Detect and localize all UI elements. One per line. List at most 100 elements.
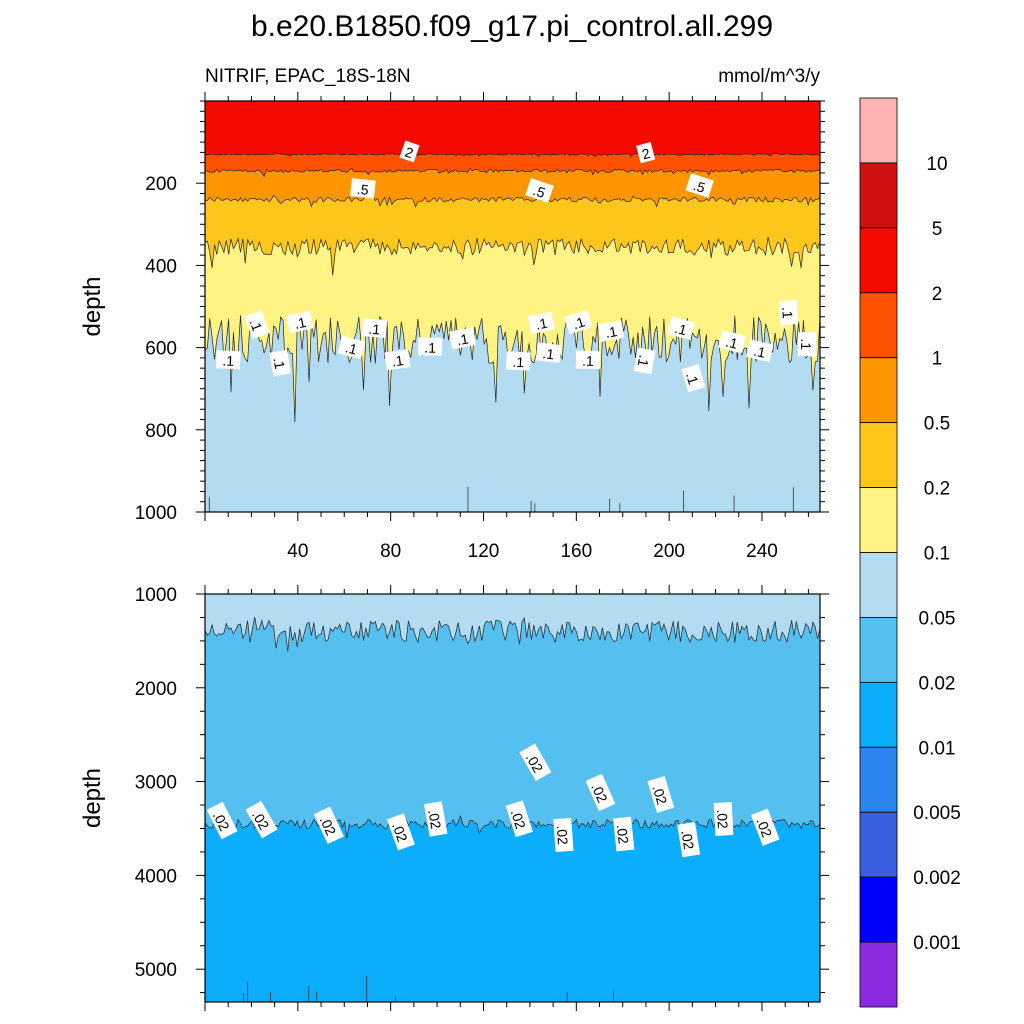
contour-label-text: .02 (753, 816, 775, 840)
contour-label-box (685, 173, 714, 198)
contour-label-box (713, 802, 734, 836)
contour-line (205, 153, 820, 158)
y-tick-label: 2000 (135, 679, 177, 700)
contour-label-text: .5 (356, 181, 369, 198)
contour-label: .02 (424, 801, 448, 837)
x-tick-label: 240 (746, 541, 778, 562)
contour-band-0.01-0.02 (205, 816, 820, 1002)
contour-label-box (505, 800, 533, 838)
colorbar-label: 0.1 (924, 544, 950, 565)
contour-label-text: .1 (368, 321, 381, 338)
contour-line (205, 315, 820, 423)
colorbar-label: 0.01 (919, 738, 956, 759)
contour-label: .02 (553, 817, 574, 853)
contour-label-box (681, 364, 706, 393)
contour-label: .1 (575, 350, 601, 369)
contour-label: .1 (215, 350, 241, 370)
contour-label-box (613, 816, 635, 852)
contour-fill (205, 101, 820, 512)
contour-band-0.05-0.1 (205, 315, 820, 512)
contour-label: 2 (399, 140, 420, 163)
contour-fill (205, 594, 820, 1002)
contour-label-text: .1 (247, 317, 266, 334)
colorbar-label: 1 (932, 349, 943, 370)
contour-label-text: .02 (678, 829, 697, 851)
contour-label-text: .1 (455, 330, 469, 348)
contour-label-text: .5 (691, 177, 707, 196)
y-tick-label: 200 (145, 174, 177, 195)
contour-label-text: .1 (798, 338, 814, 350)
colorbar-label: 0.2 (924, 479, 950, 500)
contour-label-text: .1 (635, 354, 653, 368)
contour-label-box (633, 347, 656, 375)
upper-depth-panel: 40 80 120 160 200 240 200 400 600 800 1000 depth 2 2.… (79, 92, 829, 562)
contour-label-box (206, 801, 238, 840)
y-tick-label: 1000 (135, 585, 177, 606)
contour-label-text: .02 (649, 783, 670, 806)
colorbar-label: 0.02 (919, 673, 956, 694)
contour-label-box (677, 821, 701, 858)
x-tick-label: 160 (560, 541, 592, 562)
contour-label: .1 (778, 299, 799, 326)
contour-label-text: .1 (752, 343, 767, 361)
y-axis-label: depth (79, 276, 106, 336)
contour-label: .1 (417, 337, 443, 356)
contour-label-box (535, 342, 562, 364)
y-tick-label: 400 (145, 256, 177, 277)
colorbar-swatch (859, 681, 898, 748)
y-tick-label: 3000 (135, 773, 177, 794)
colorbar-swatch (859, 97, 898, 164)
contour-label-box (778, 299, 799, 326)
contour-label-text: 2 (640, 145, 652, 163)
colorbar-swatch (859, 422, 898, 488)
contour-label-text: .02 (614, 824, 632, 845)
contour-label-box (424, 801, 448, 837)
colorbar-label: 0.001 (913, 933, 961, 954)
colorbar-label: 0.002 (913, 868, 961, 889)
contour-label-text: .1 (683, 370, 702, 386)
colorbar-swatch (859, 357, 898, 424)
contour-label-box (269, 349, 292, 377)
contour-label-text: .1 (424, 339, 436, 355)
contour-label: .1 (337, 335, 366, 360)
x-tick-label: 120 (468, 541, 500, 562)
contour-line (205, 237, 820, 276)
subtitle-variable-region: NITRIF, EPAC_18S-18N (205, 66, 411, 87)
colorbar-swatch (859, 487, 898, 553)
contour-label: .1 (797, 332, 817, 357)
contour-label-text: .02 (554, 825, 571, 846)
contour-label-text: .1 (293, 314, 308, 332)
contour-label: .02 (750, 808, 780, 846)
contour-line (205, 167, 820, 178)
contour-label-box (553, 817, 574, 853)
contour-label-text: .5 (531, 182, 547, 201)
contour-label: .1 (633, 347, 656, 375)
colorbar-swatch (859, 292, 898, 359)
colorbar-swatch (859, 876, 898, 943)
y-tick-label: 1000 (135, 503, 177, 524)
colorbar-label: 2 (932, 284, 943, 305)
contour-line (205, 617, 820, 652)
contour-label: .1 (746, 339, 774, 363)
colorbar-label: 0.05 (919, 608, 956, 629)
lower-depth-panel: 1000 2000 3000 4000 5000 depth .02 .02 .02 .02 .02… (79, 585, 829, 1011)
contour-label: .5 (685, 173, 714, 198)
contour-label-text: .1 (222, 353, 234, 369)
contour-label: .02 (677, 821, 701, 858)
contour-label-text: .1 (571, 314, 587, 333)
contour-label-box (386, 813, 415, 851)
contour-label: .5 (525, 178, 554, 203)
contour-label-box (575, 350, 601, 369)
contour-label-box (337, 335, 366, 360)
contour-label: .1 (361, 318, 388, 339)
contour-line (205, 194, 820, 208)
contour-label-text: .02 (210, 809, 233, 834)
contour-label: .1 (505, 351, 531, 371)
figure-title: b.e20.B1850.f09_g17.pi_control.all.299 (251, 10, 773, 43)
colorbar-label: 10 (926, 154, 947, 175)
contour-label-text: .1 (534, 315, 549, 333)
contour-label-text: .02 (714, 809, 731, 829)
colorbar-swatch (859, 746, 898, 813)
contour-label-box (313, 806, 345, 845)
